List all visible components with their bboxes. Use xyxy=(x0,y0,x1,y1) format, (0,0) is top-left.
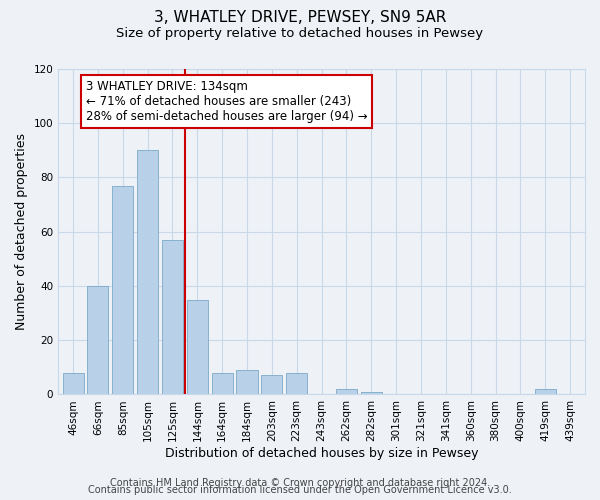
Text: Size of property relative to detached houses in Pewsey: Size of property relative to detached ho… xyxy=(116,28,484,40)
Bar xyxy=(286,373,307,394)
Text: 3 WHATLEY DRIVE: 134sqm
← 71% of detached houses are smaller (243)
28% of semi-d: 3 WHATLEY DRIVE: 134sqm ← 71% of detache… xyxy=(86,80,367,123)
Bar xyxy=(88,286,109,395)
Bar xyxy=(62,373,83,394)
Text: 3, WHATLEY DRIVE, PEWSEY, SN9 5AR: 3, WHATLEY DRIVE, PEWSEY, SN9 5AR xyxy=(154,10,446,25)
Bar xyxy=(535,389,556,394)
Bar xyxy=(212,373,233,394)
Bar xyxy=(137,150,158,394)
Bar xyxy=(187,300,208,394)
Bar xyxy=(361,392,382,394)
Bar xyxy=(162,240,183,394)
Bar xyxy=(236,370,257,394)
Bar xyxy=(336,389,357,394)
X-axis label: Distribution of detached houses by size in Pewsey: Distribution of detached houses by size … xyxy=(165,447,478,460)
Text: Contains HM Land Registry data © Crown copyright and database right 2024.: Contains HM Land Registry data © Crown c… xyxy=(110,478,490,488)
Y-axis label: Number of detached properties: Number of detached properties xyxy=(15,133,28,330)
Bar xyxy=(262,376,283,394)
Text: Contains public sector information licensed under the Open Government Licence v3: Contains public sector information licen… xyxy=(88,485,512,495)
Bar xyxy=(112,186,133,394)
